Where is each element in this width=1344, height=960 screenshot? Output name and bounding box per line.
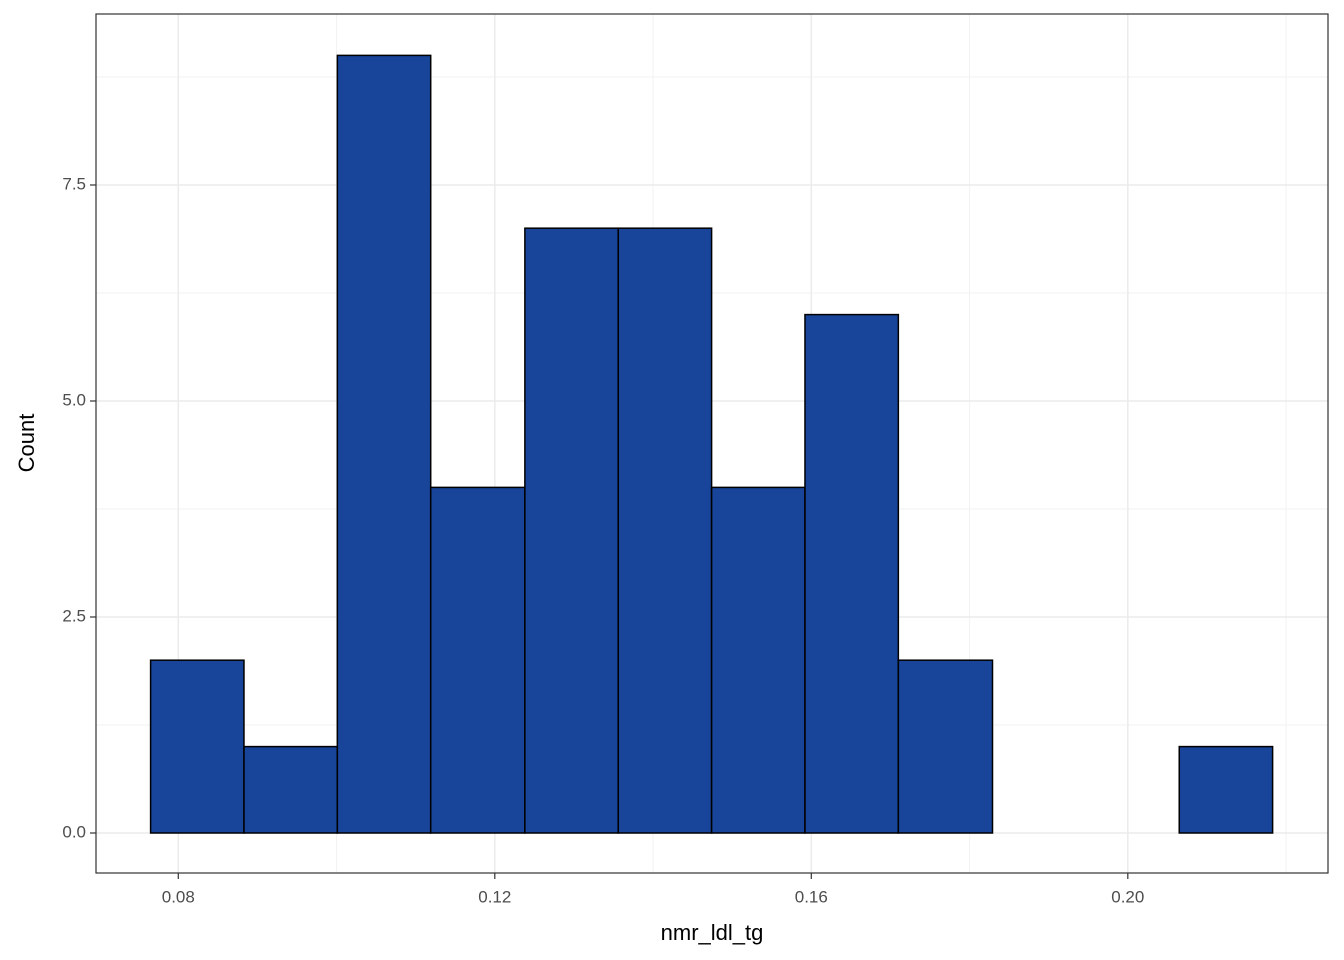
panel-border	[95, 13, 1329, 874]
bar	[524, 227, 619, 834]
x-tick-label: 0.12	[478, 887, 511, 906]
bar	[617, 227, 713, 834]
x-tick-label: 0.08	[162, 887, 195, 906]
bar	[897, 659, 994, 834]
bar	[243, 745, 339, 834]
y-tick-label: 0.0	[62, 822, 86, 841]
x-axis-label: nmr_ldl_tg	[661, 920, 764, 945]
bar	[149, 659, 245, 834]
y-tick-label: 7.5	[62, 174, 86, 193]
x-tick-label: 0.16	[795, 887, 828, 906]
bar	[336, 54, 432, 834]
bar	[804, 313, 900, 834]
x-tick-label: 0.20	[1111, 887, 1144, 906]
bar	[710, 486, 806, 834]
y-tick-label: 2.5	[62, 606, 86, 625]
bar	[429, 486, 526, 834]
y-tick-label: 5.0	[62, 390, 86, 409]
bar	[1178, 745, 1274, 834]
y-axis-label: Count	[14, 414, 39, 473]
